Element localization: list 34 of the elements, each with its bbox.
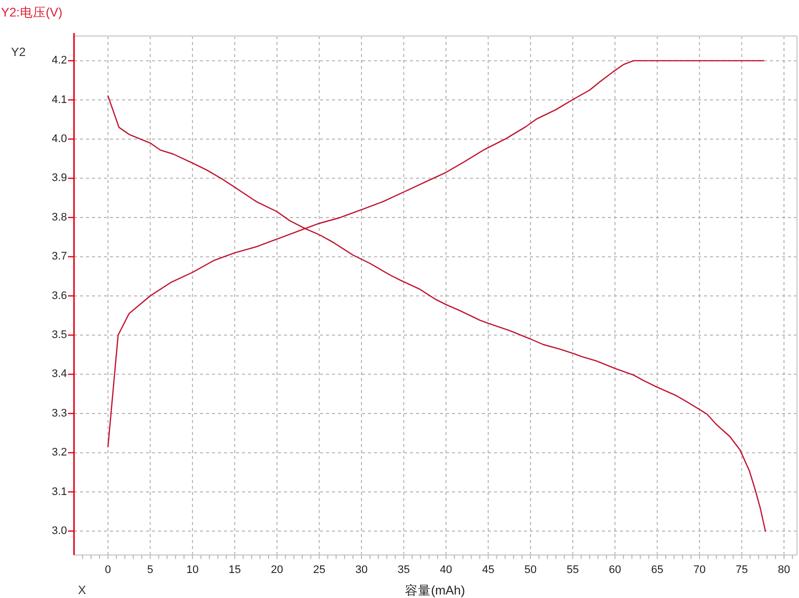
x-tick-label: 0	[104, 564, 112, 576]
x-tick-label: 5	[147, 564, 154, 576]
y-tick-label: 4.2	[52, 54, 67, 67]
y-tick-label: 4.0	[52, 133, 67, 145]
x-tick-label: 70	[693, 564, 706, 576]
x-tick-label: 35	[398, 564, 410, 576]
y-tick-label: 3.9	[52, 172, 67, 184]
x-tick-label: 20	[270, 564, 284, 576]
x-tick-label: 75	[736, 564, 748, 576]
x-axis-title: 容量(mAh)	[404, 582, 466, 598]
y-axis-title: Y2:电压(V)	[1, 5, 62, 20]
x-tick-label: 45	[482, 564, 494, 576]
y-tick-label: 3.0	[52, 524, 67, 537]
y-tick-label: 3.2	[52, 446, 67, 459]
text: Y2	[11, 45, 26, 60]
y-tick-label: 3.1	[52, 486, 67, 498]
text: X	[78, 583, 86, 598]
x-tick-label: 30	[355, 564, 368, 576]
y-tick-label: 3.7	[52, 250, 67, 263]
y-tick-label: 3.5	[52, 329, 67, 341]
y-tick-label: 4.1	[52, 94, 67, 106]
y-tick-label: 3.3	[52, 407, 67, 420]
x-tick-label: 25	[313, 564, 326, 576]
x-tick-label: 15	[228, 564, 241, 576]
x-tick-label: 50	[524, 564, 537, 576]
x-tick-label: 40	[440, 564, 452, 576]
x-tick-label: 55	[566, 564, 579, 576]
y-tick-label: 3.8	[52, 211, 67, 224]
x-tick-label: 10	[186, 564, 199, 576]
x-tick-label: 60	[608, 564, 622, 576]
y-tick-label: 3.4	[52, 368, 67, 380]
y-tick-label: 3.6	[52, 290, 67, 302]
x-tick-label: 65	[651, 564, 664, 576]
x-tick-label: 80	[778, 564, 790, 576]
